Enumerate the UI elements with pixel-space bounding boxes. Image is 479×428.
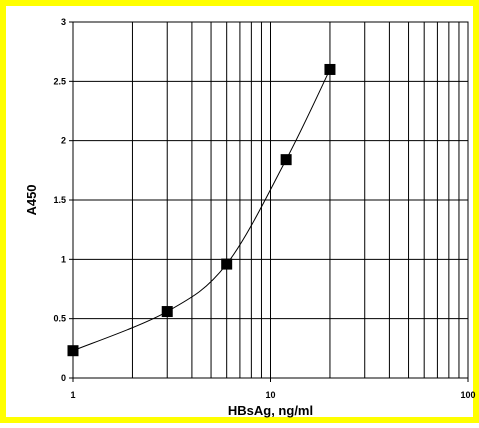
y-tick-label: 1.5 — [53, 195, 66, 205]
y-axis-label: A450 — [24, 184, 39, 215]
data-point — [161, 306, 173, 318]
y-tick-label: 3 — [61, 17, 66, 27]
data-point — [324, 63, 336, 75]
tick-labels: 0 0.5 1 1.5 2 2.5 3 1 10 100 — [53, 17, 475, 400]
grid — [69, 21, 469, 382]
x-axis-label: HBsAg, ng/ml — [228, 403, 313, 418]
y-tick-label: 0.5 — [53, 314, 66, 324]
data-point — [280, 154, 292, 166]
y-tick-label: 2 — [61, 136, 66, 146]
y-tick-label: 2.5 — [53, 76, 66, 86]
data-point — [221, 258, 233, 270]
x-tick-label: 100 — [460, 390, 475, 400]
y-tick-label: 0 — [61, 373, 66, 383]
x-tick-label: 1 — [70, 390, 75, 400]
x-tick-label: 10 — [265, 390, 275, 400]
y-tick-label: 1 — [61, 254, 66, 264]
plot-area — [72, 21, 469, 379]
